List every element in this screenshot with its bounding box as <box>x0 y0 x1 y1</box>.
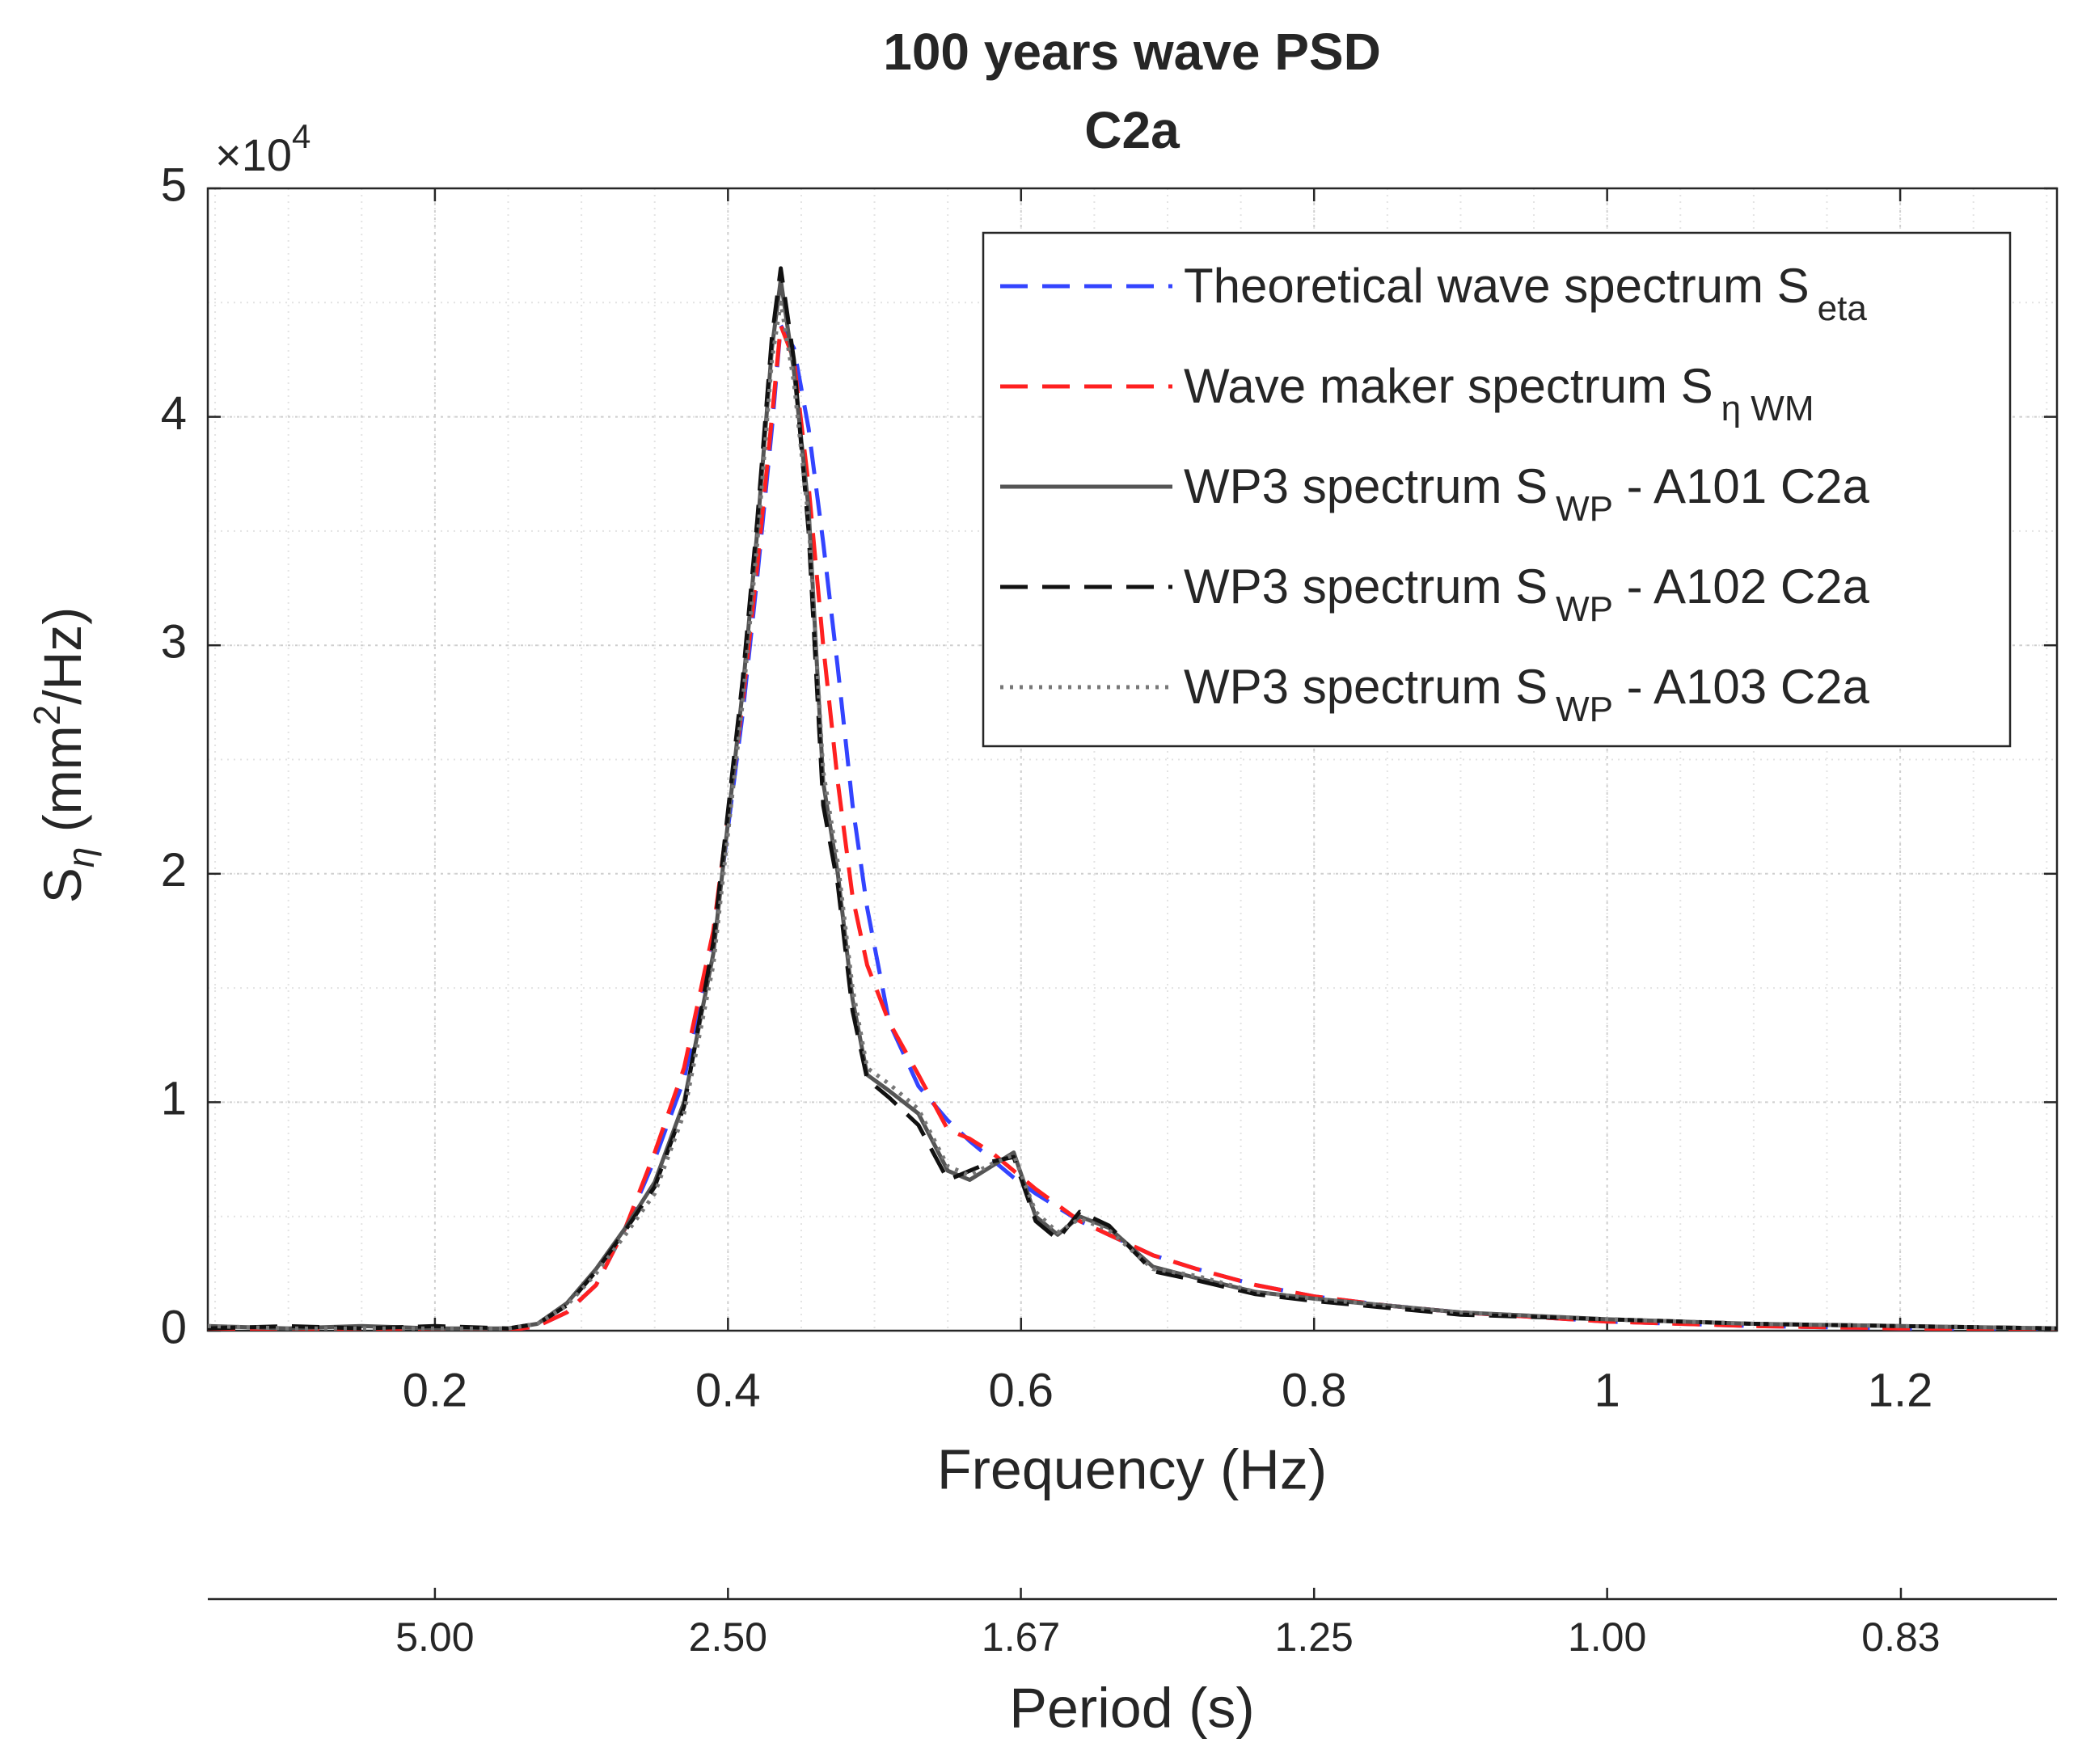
y-axis-label: Sη (mm2/Hz) <box>26 607 102 903</box>
y-tick-label: 3 <box>161 616 187 669</box>
legend-label-part: WP3 spectrum S <box>1184 660 1548 714</box>
legend-label-part: WP3 spectrum S <box>1184 559 1548 614</box>
series-line <box>208 300 2057 1331</box>
x2-axis-label: Period (s) <box>1009 1676 1254 1739</box>
legend-label-part: - A103 C2a <box>1613 660 1870 714</box>
y-tick-label: 5 <box>161 158 187 211</box>
chart-subtitle: C2a <box>1084 101 1180 159</box>
legend-label-part: Theoretical wave spectrum S <box>1184 259 1810 313</box>
x2-tick-label: 1.25 <box>1275 1614 1354 1660</box>
series-line <box>208 323 2057 1331</box>
x2-tick-label: 2.50 <box>689 1614 767 1660</box>
legend-label-sub: WP <box>1556 690 1613 729</box>
legend-label-part: WP3 spectrum S <box>1184 459 1548 513</box>
x2-tick-label: 5.00 <box>395 1614 474 1660</box>
legend-label-sub: η WM <box>1721 389 1814 428</box>
legend-label-sub: eta <box>1818 289 1868 328</box>
x-tick-label: 0.4 <box>695 1364 761 1416</box>
x2-tick-label: 0.83 <box>1861 1614 1940 1660</box>
y-label-part: /Hz) <box>32 607 92 705</box>
x-tick-label: 0.6 <box>988 1364 1054 1416</box>
legend-label: WP3 spectrum S WP - A101 C2a <box>1184 459 1870 529</box>
plot-frame <box>206 187 2059 1332</box>
y-label-part: S <box>32 867 92 903</box>
y-exponent-power: 4 <box>292 117 310 155</box>
y-label-sub: η <box>60 847 102 868</box>
legend-box <box>982 231 2012 748</box>
y-tick-label: 1 <box>161 1073 187 1125</box>
legend-label: WP3 spectrum S WP - A102 C2a <box>1184 559 1870 629</box>
y-label-part: (mm <box>32 725 92 846</box>
y-exponent: ×104 <box>215 117 310 180</box>
series-group <box>208 266 2057 1331</box>
chart-title: 100 years wave PSD <box>883 23 1381 81</box>
y-tick-label: 4 <box>161 387 187 440</box>
x2-tick-label: 1.67 <box>982 1614 1060 1660</box>
legend-label-part: - A102 C2a <box>1613 559 1870 614</box>
x-tick-label: 0.8 <box>1282 1364 1347 1416</box>
x-tick-label: 1 <box>1594 1364 1620 1416</box>
y-tick-label: 0 <box>161 1301 187 1353</box>
series-line <box>208 266 2057 1331</box>
x-tick-label: 0.2 <box>403 1364 468 1416</box>
y-label-sup: 2 <box>26 705 68 726</box>
x2-tick-label: 1.00 <box>1568 1614 1646 1660</box>
legend-label: WP3 spectrum S WP - A103 C2a <box>1184 660 1870 729</box>
y-tick-label: 2 <box>161 844 187 897</box>
legend-label-sub: WP <box>1556 589 1613 629</box>
legend-label-part: Wave maker spectrum S <box>1184 359 1713 413</box>
legend-label-sub: WP <box>1556 489 1613 529</box>
x-axis-label: Frequency (Hz) <box>937 1437 1327 1500</box>
y-exponent-base: ×10 <box>215 129 292 180</box>
legend-label-part: - A101 C2a <box>1613 459 1870 513</box>
x-tick-label: 1.2 <box>1868 1364 1933 1416</box>
